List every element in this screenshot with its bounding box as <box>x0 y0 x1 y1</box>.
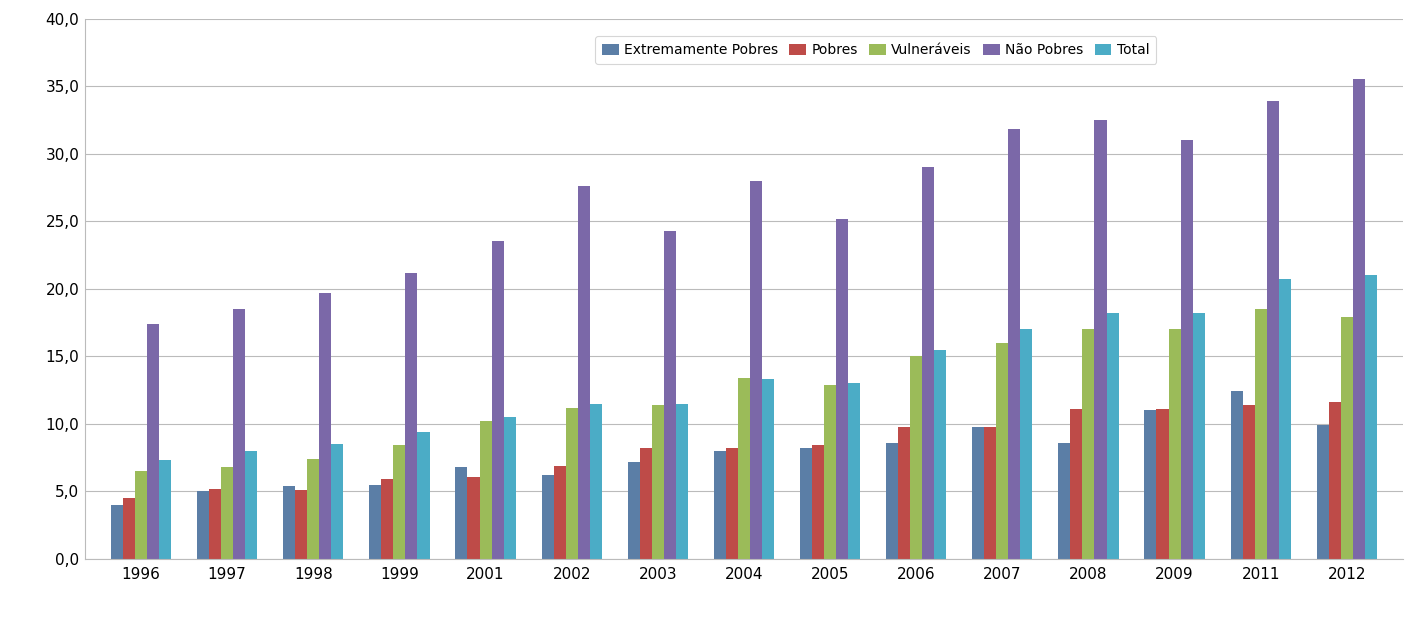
Bar <box>801 448 812 559</box>
Bar <box>1009 129 1020 559</box>
Bar <box>652 405 663 559</box>
Bar <box>812 445 825 559</box>
Bar <box>147 324 159 559</box>
Bar <box>1329 402 1340 559</box>
Bar <box>565 407 578 559</box>
Bar <box>738 378 750 559</box>
Bar <box>381 479 394 559</box>
Bar <box>1070 409 1083 559</box>
Bar <box>394 445 405 559</box>
Bar <box>836 219 849 559</box>
Bar <box>714 451 726 559</box>
Bar <box>197 491 210 559</box>
Bar <box>1083 329 1094 559</box>
Bar <box>418 432 429 559</box>
Bar <box>370 484 381 559</box>
Bar <box>210 489 221 559</box>
Bar <box>1169 329 1180 559</box>
Bar <box>639 448 652 559</box>
Bar <box>886 443 898 559</box>
Bar <box>663 230 676 559</box>
Bar <box>319 293 332 559</box>
Bar <box>589 404 602 559</box>
Bar <box>1145 410 1156 559</box>
Bar <box>1020 329 1033 559</box>
Bar <box>578 186 589 559</box>
Bar <box>1243 405 1254 559</box>
Bar <box>455 467 468 559</box>
Bar <box>1107 313 1118 559</box>
Bar <box>898 427 910 559</box>
Bar <box>135 471 147 559</box>
Bar <box>1180 140 1193 559</box>
Bar <box>234 309 245 559</box>
Bar <box>1353 79 1365 559</box>
Bar <box>554 466 565 559</box>
Bar <box>1193 313 1204 559</box>
Bar <box>1365 275 1377 559</box>
Bar <box>1267 101 1278 559</box>
Bar <box>1316 425 1329 559</box>
Bar <box>541 475 554 559</box>
Bar <box>295 490 307 559</box>
Bar <box>1230 391 1243 559</box>
Bar <box>910 356 922 559</box>
Bar <box>996 343 1009 559</box>
Bar <box>492 242 503 559</box>
Bar <box>985 427 996 559</box>
Bar <box>111 505 123 559</box>
Bar <box>1254 309 1267 559</box>
Bar <box>245 451 258 559</box>
Bar <box>503 417 516 559</box>
Bar <box>307 459 319 559</box>
Bar <box>1094 120 1107 559</box>
Bar <box>1156 409 1169 559</box>
Bar <box>628 461 639 559</box>
Bar <box>676 404 687 559</box>
Bar <box>332 444 343 559</box>
Legend: Extremamente Pobres, Pobres, Vulneráveis, Não Pobres, Total: Extremamente Pobres, Pobres, Vulneráveis… <box>595 37 1156 64</box>
Bar <box>1278 279 1291 559</box>
Bar <box>825 384 836 559</box>
Bar <box>405 273 418 559</box>
Bar <box>123 498 135 559</box>
Bar <box>762 379 774 559</box>
Bar <box>1058 443 1070 559</box>
Bar <box>972 427 985 559</box>
Bar <box>159 460 171 559</box>
Bar <box>1340 317 1353 559</box>
Bar <box>479 421 492 559</box>
Bar <box>283 486 295 559</box>
Bar <box>934 350 947 559</box>
Bar <box>221 467 234 559</box>
Bar <box>922 167 934 559</box>
Bar <box>849 383 860 559</box>
Bar <box>726 448 738 559</box>
Bar <box>750 181 762 559</box>
Bar <box>468 476 479 559</box>
